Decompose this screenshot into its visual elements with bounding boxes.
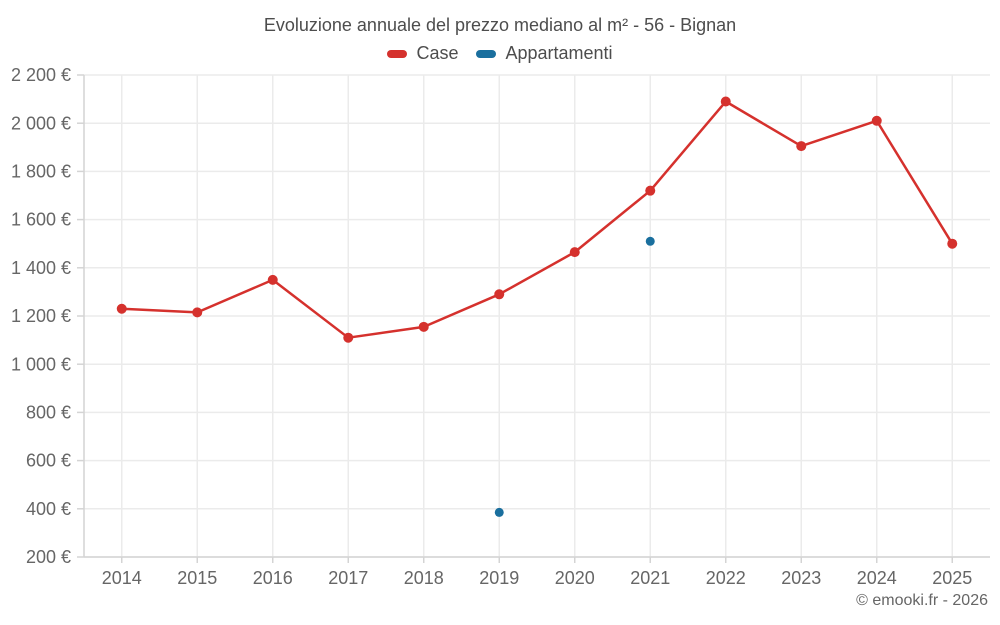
case-legend-swatch-icon — [387, 49, 408, 58]
case-data-point[interactable] — [116, 303, 127, 314]
appartamenti-data-point[interactable] — [645, 236, 655, 246]
x-axis-tick-label: 2016 — [253, 568, 293, 588]
x-axis-tick-label: 2025 — [932, 568, 972, 588]
chart-legend: Case Appartamenti — [0, 43, 1000, 64]
case-data-point[interactable] — [494, 289, 505, 300]
y-axis-tick-label: 400 € — [26, 499, 71, 519]
y-axis-tick-label: 2 200 € — [11, 65, 71, 85]
y-axis-tick-label: 1 400 € — [11, 258, 71, 278]
legend-item-appartamenti[interactable]: Appartamenti — [476, 43, 613, 64]
case-data-point[interactable] — [418, 321, 429, 332]
case-data-point[interactable] — [796, 141, 807, 152]
y-axis-tick-label: 2 000 € — [11, 113, 71, 133]
x-axis-tick-label: 2015 — [177, 568, 217, 588]
y-axis-tick-label: 800 € — [26, 403, 71, 423]
y-axis-tick-label: 1 600 € — [11, 210, 71, 230]
x-axis-tick-label: 2021 — [630, 568, 670, 588]
appartamenti-legend-swatch-icon — [476, 49, 497, 58]
legend-item-label: Appartamenti — [505, 43, 613, 63]
x-axis-tick-label: 2022 — [706, 568, 746, 588]
case-data-point[interactable] — [947, 238, 958, 249]
y-axis-tick-label: 1 800 € — [11, 162, 71, 182]
case-data-point[interactable] — [343, 332, 354, 343]
x-axis-tick-label: 2019 — [479, 568, 519, 588]
x-axis-tick-label: 2024 — [857, 568, 897, 588]
x-axis-tick-label: 2014 — [102, 568, 142, 588]
case-series-line — [121, 100, 954, 339]
y-axis-tick-label: 200 € — [26, 547, 71, 567]
case-data-point[interactable] — [720, 96, 731, 107]
case-data-point[interactable] — [267, 274, 278, 285]
case-data-point[interactable] — [569, 247, 580, 258]
case-data-point[interactable] — [871, 115, 882, 126]
y-axis-tick-label: 1 200 € — [11, 306, 71, 326]
x-axis-tick-label: 2017 — [328, 568, 368, 588]
x-axis-tick-label: 2020 — [555, 568, 595, 588]
copyright-attribution: © emooki.fr - 2026 — [856, 592, 988, 609]
legend-item-case[interactable]: Case — [387, 43, 458, 64]
legend-item-label: Case — [416, 43, 459, 63]
case-data-point[interactable] — [645, 185, 656, 196]
appartamenti-data-point[interactable] — [494, 507, 504, 517]
x-axis-tick-label: 2018 — [404, 568, 444, 588]
y-axis-tick-label: 600 € — [26, 451, 71, 471]
y-axis-tick-label: 1 000 € — [11, 354, 71, 374]
x-axis-tick-label: 2023 — [781, 568, 821, 588]
case-data-point[interactable] — [192, 307, 203, 318]
chart-title: Evoluzione annuale del prezzo mediano al… — [263, 15, 737, 35]
